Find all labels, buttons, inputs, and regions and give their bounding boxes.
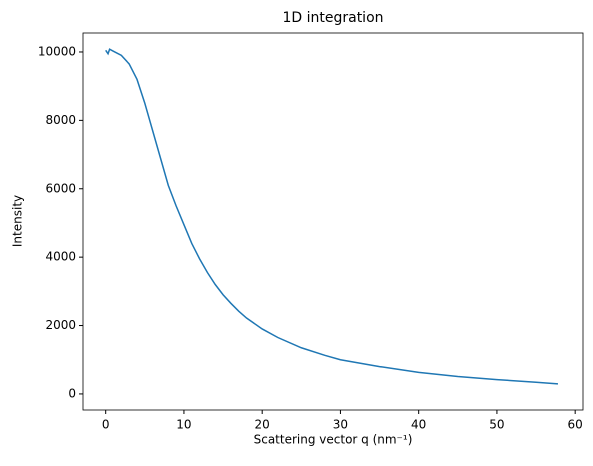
- y-axis-label: Intensity: [11, 195, 25, 247]
- y-tick-label: 4000: [45, 250, 76, 264]
- x-tick-label: 20: [255, 418, 270, 432]
- x-tick-label: 40: [411, 418, 426, 432]
- x-tick-label: 50: [489, 418, 504, 432]
- data-line: [105, 48, 559, 385]
- chart-title: 1D integration: [282, 10, 383, 26]
- x-tick-label: 0: [102, 418, 110, 432]
- x-tick-label: 60: [568, 418, 583, 432]
- x-tick-label: 10: [176, 418, 191, 432]
- plot-frame: [82, 32, 584, 411]
- y-tick-label: 10000: [38, 44, 76, 58]
- x-axis-label: Scattering vector q (nm⁻¹): [254, 433, 413, 447]
- y-tick-label: 0: [68, 386, 76, 400]
- y-tick-label: 6000: [45, 181, 76, 195]
- x-tick-label: 30: [333, 418, 348, 432]
- y-tick-label: 2000: [45, 318, 76, 332]
- y-tick-label: 8000: [45, 113, 76, 127]
